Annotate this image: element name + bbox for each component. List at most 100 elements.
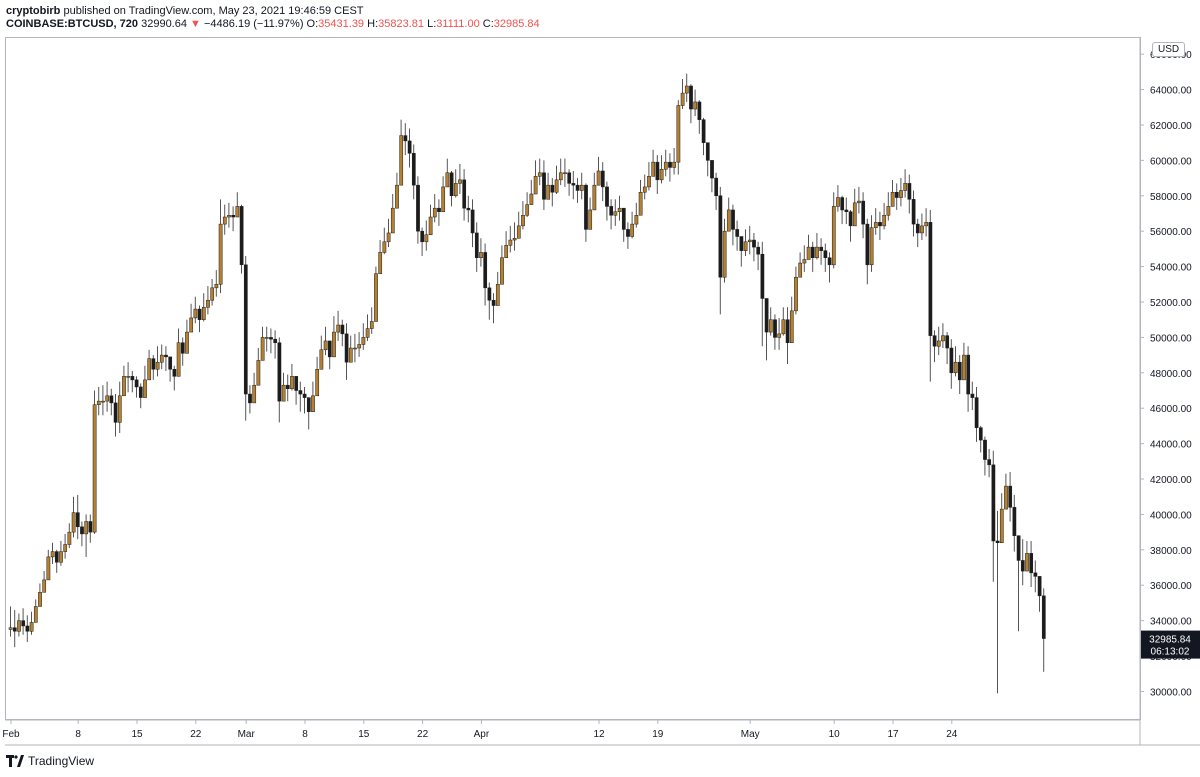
candle: [256, 348, 261, 386]
candle: [390, 194, 395, 234]
candle-body-up: [558, 172, 563, 181]
candle-body-down: [248, 393, 252, 404]
time-tick-label: 12: [593, 729, 605, 740]
candle-body-down: [760, 253, 765, 299]
candle-body-up: [348, 347, 353, 363]
candle: [105, 381, 110, 412]
candle-body-down: [88, 521, 93, 533]
time-axis[interactable]: Feb 8 15 22 Mar 8 15 22 Apr 12 19 May 10 17 24: [2, 720, 958, 740]
price-tick-label: 56000.00: [1150, 227, 1192, 238]
candle: [558, 158, 563, 186]
candle: [252, 372, 257, 404]
candle-body-up: [563, 172, 567, 175]
candle-body-down: [970, 393, 975, 398]
candle: [899, 178, 903, 207]
candle: [823, 243, 828, 272]
candle: [302, 386, 307, 414]
candle: [75, 494, 80, 540]
candle: [80, 521, 84, 547]
candle: [176, 328, 181, 377]
candle: [130, 371, 135, 393]
candle-body-down: [462, 179, 467, 209]
candle-body-down: [987, 459, 992, 466]
candle-body-up: [126, 376, 131, 378]
candle-body-up: [159, 354, 164, 363]
candle: [428, 204, 433, 235]
candle-body-down: [483, 252, 488, 289]
price-tick-label: 34000.00: [1150, 617, 1192, 628]
open-label: O:: [306, 18, 319, 30]
candle: [38, 583, 42, 607]
candle-body-down: [773, 319, 777, 338]
candle: [735, 220, 740, 251]
time-tick-label: 24: [946, 729, 958, 740]
candle: [306, 397, 311, 430]
candle: [987, 448, 992, 478]
candle-body-up: [630, 223, 635, 237]
candle-body-up: [836, 197, 840, 207]
candle-body-down: [949, 347, 954, 374]
candle: [966, 346, 971, 412]
candle: [344, 323, 349, 380]
candle-body-down: [474, 232, 479, 258]
candle-body-down: [75, 512, 80, 528]
candle: [617, 195, 622, 221]
candle-body-down: [285, 384, 290, 389]
candle: [168, 356, 173, 382]
candle: [487, 282, 492, 320]
candle-body-down: [819, 246, 824, 251]
candle: [117, 381, 122, 433]
candle-body-down: [932, 335, 937, 347]
candle-body-up: [395, 184, 399, 209]
candle: [50, 542, 55, 564]
time-tick-label: 10: [829, 729, 841, 740]
symbol-label[interactable]: COINBASE:BTCUSD, 720: [6, 18, 139, 30]
candle: [857, 186, 861, 214]
candle: [222, 204, 227, 235]
candle: [789, 296, 794, 343]
candle: [143, 365, 147, 398]
candle-body-down: [138, 386, 143, 398]
candle-body-down: [609, 206, 614, 216]
candle: [907, 174, 912, 214]
candle-body-up: [886, 206, 891, 216]
candle-body-down: [605, 186, 609, 207]
candle-body-up: [357, 344, 362, 349]
candle: [739, 236, 744, 267]
currency-badge[interactable]: USD: [1152, 42, 1186, 57]
candle-body-down: [437, 207, 441, 212]
candle: [17, 613, 21, 637]
candle: [563, 158, 567, 187]
candle: [134, 376, 139, 398]
candle: [714, 172, 719, 210]
price-axis[interactable]: 30000.0032000.0034000.0036000.0038000.00…: [1140, 50, 1192, 698]
candle: [260, 326, 265, 361]
candle: [416, 176, 420, 244]
candle-body-up: [92, 404, 97, 533]
candle: [1025, 540, 1029, 572]
candle-body-down: [894, 191, 899, 198]
time-tick-label: Mar: [238, 729, 256, 740]
candle-body-up: [529, 193, 534, 205]
candle: [197, 305, 202, 333]
price-tick-label: 58000.00: [1150, 192, 1192, 203]
candle: [340, 319, 345, 347]
time-tick-label: 8: [302, 729, 308, 740]
candle-body-up: [252, 384, 257, 404]
bar-countdown: 06:13:02: [1151, 647, 1190, 658]
candle: [970, 381, 975, 410]
author-name[interactable]: cryptobirb: [6, 5, 61, 17]
price-tick-label: 42000.00: [1150, 475, 1192, 486]
plot-area[interactable]: [5, 37, 1141, 720]
candle: [1033, 560, 1038, 593]
candle: [613, 199, 618, 226]
candle: [953, 346, 958, 377]
candle: [159, 344, 164, 370]
candle: [42, 571, 47, 593]
candle-body-up: [453, 183, 458, 197]
candle-body-up: [903, 183, 908, 191]
candle: [386, 218, 391, 248]
candle-body-down: [239, 206, 244, 266]
candle: [357, 332, 362, 357]
